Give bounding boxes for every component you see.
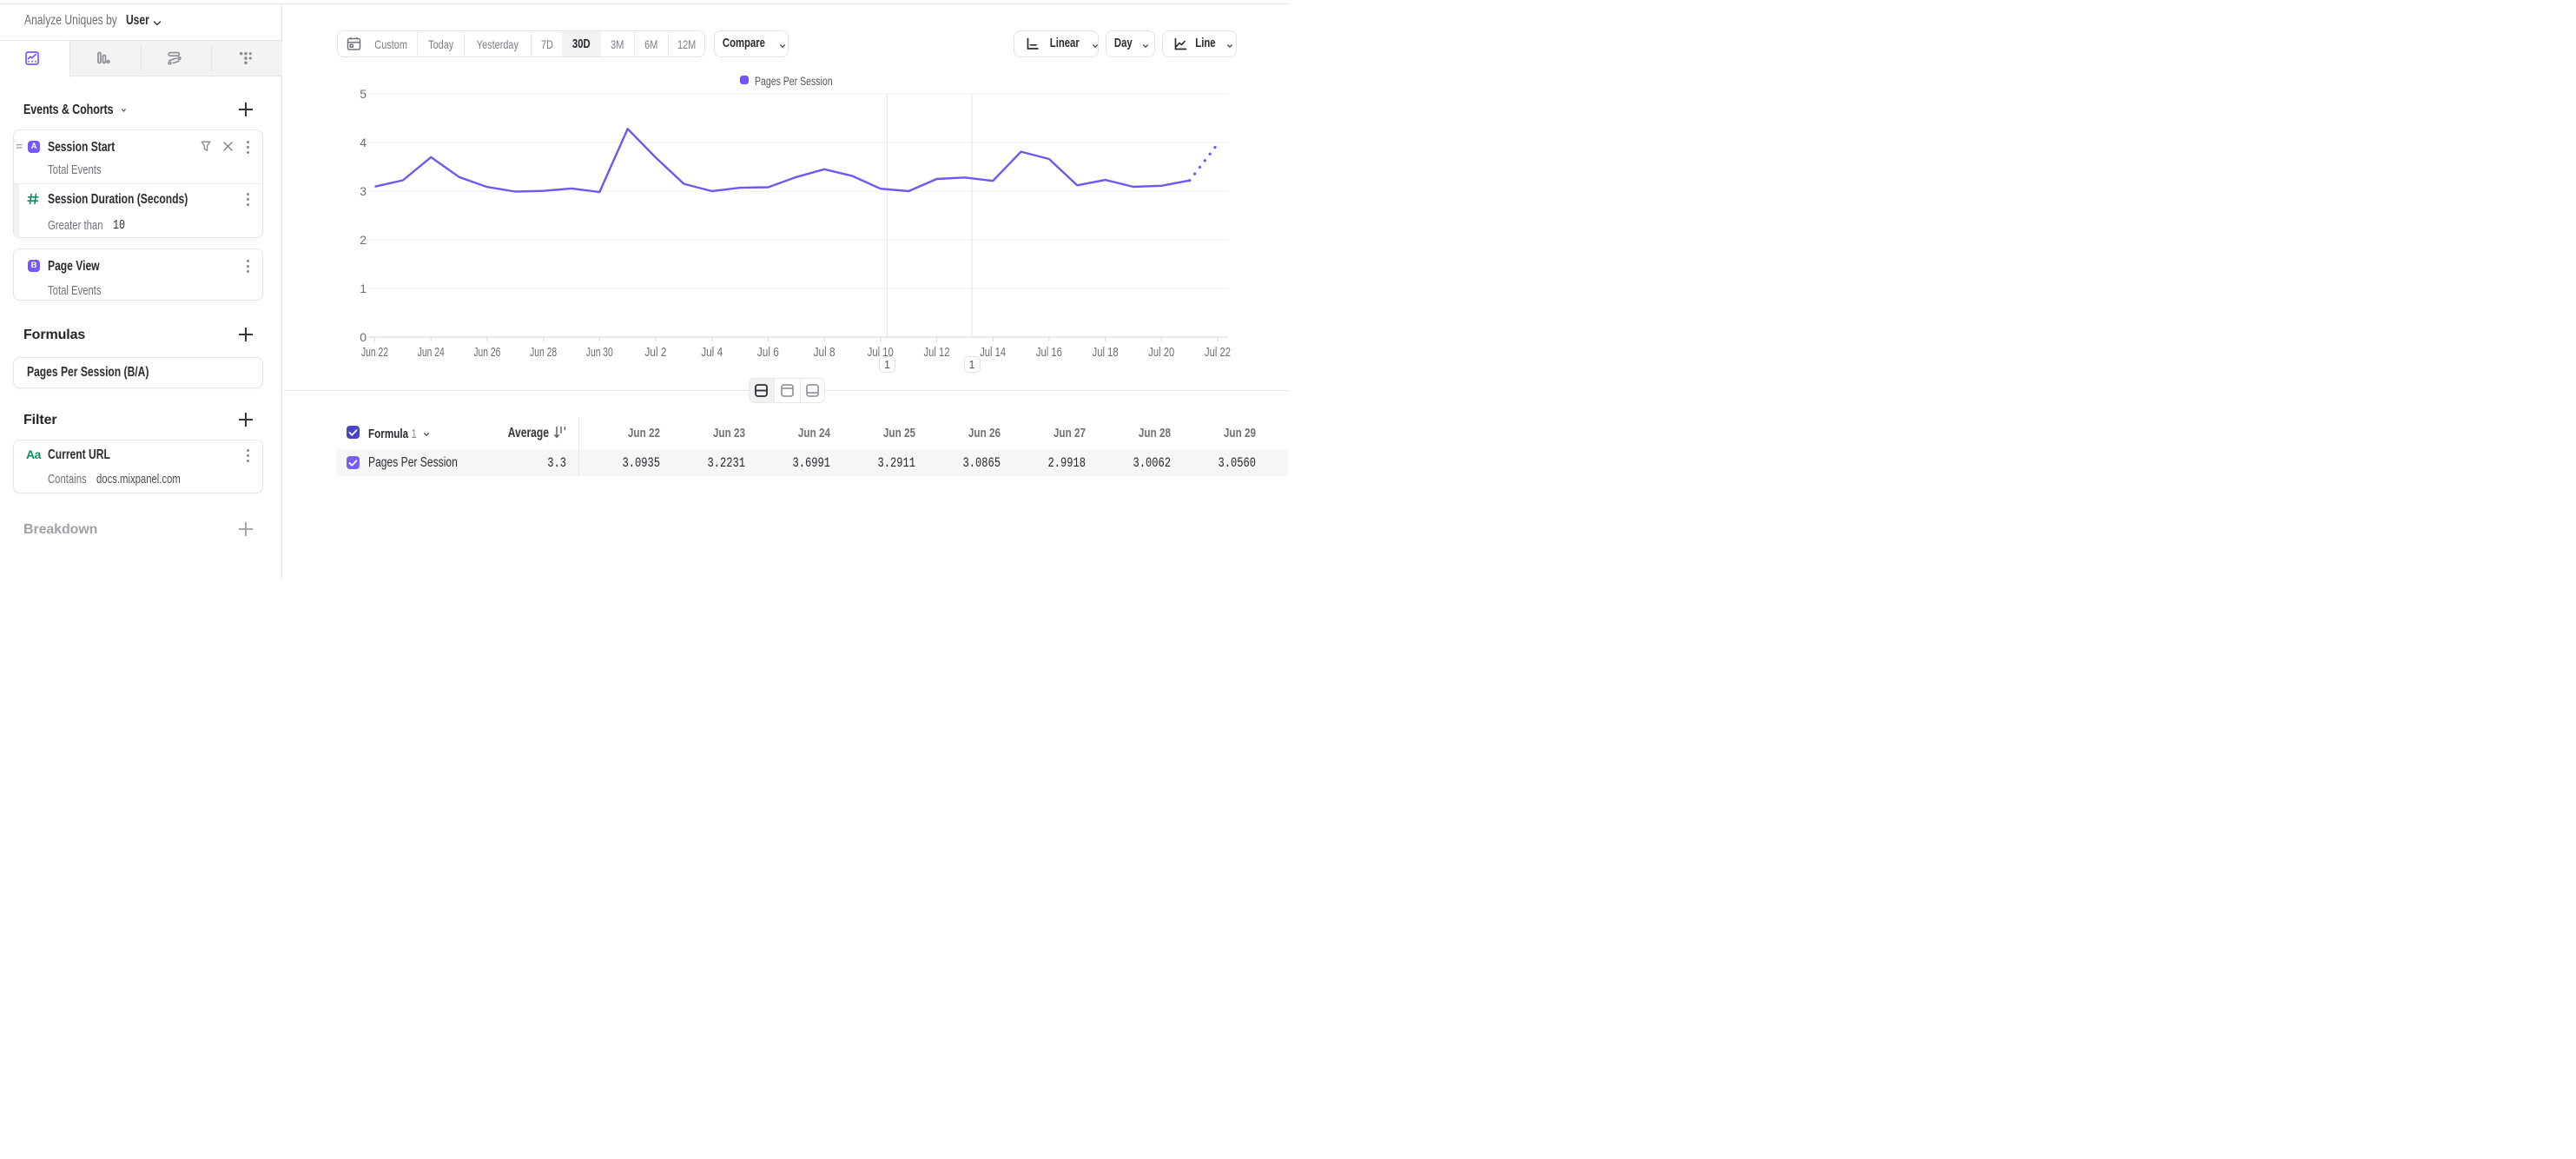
svg-text:Jun 24: Jun 24 (418, 346, 445, 360)
svg-text:Jul 16: Jul 16 (1036, 346, 1062, 360)
svg-text:Jul 18: Jul 18 (1093, 346, 1119, 360)
svg-text:Jul 6: Jul 6 (757, 346, 779, 360)
svg-text:3: 3 (360, 184, 367, 198)
svg-text:Jul 22: Jul 22 (1205, 346, 1231, 360)
svg-text:1: 1 (360, 281, 367, 295)
svg-text:4: 4 (360, 136, 367, 149)
svg-text:2: 2 (360, 233, 367, 247)
svg-text:Jul 8: Jul 8 (814, 346, 836, 360)
svg-text:Jun 22: Jun 22 (361, 346, 388, 360)
svg-text:Jun 28: Jun 28 (530, 346, 557, 360)
svg-text:5: 5 (360, 87, 367, 101)
svg-text:Jun 30: Jun 30 (586, 346, 613, 360)
svg-text:Jun 26: Jun 26 (473, 346, 500, 360)
svg-text:Jul 20: Jul 20 (1148, 346, 1174, 360)
svg-text:Jul 14: Jul 14 (980, 346, 1006, 360)
svg-text:0: 0 (360, 330, 367, 344)
svg-text:Jul 2: Jul 2 (645, 346, 667, 360)
svg-text:Jul 12: Jul 12 (924, 346, 950, 360)
svg-text:Jul 4: Jul 4 (701, 346, 723, 360)
